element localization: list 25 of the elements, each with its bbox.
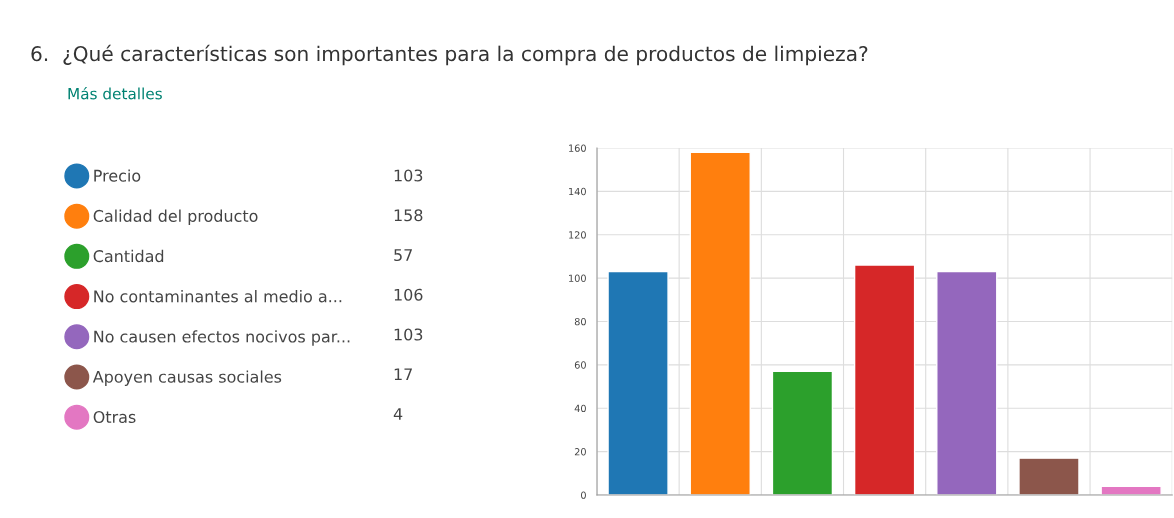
legend-label: Otras (93, 410, 136, 424)
y-tick-label: 160 (569, 144, 586, 152)
y-tick-label: 0 (581, 491, 586, 499)
legend-label: Calidad del producto (93, 209, 258, 226)
y-tick-label: 100 (569, 274, 586, 282)
legend-label: Apoyen causas sociales (92, 370, 282, 386)
y-tick-label: 120 (569, 231, 586, 239)
text: 106 (394, 288, 423, 301)
text: 17 (394, 368, 412, 381)
text: 158 (394, 209, 423, 222)
y-tick-label: 20 (574, 448, 586, 456)
y-tick-label: 140 (569, 187, 586, 196)
text: 57 (394, 249, 412, 262)
text: 103 (394, 169, 423, 182)
text: 103 (394, 328, 423, 341)
legend-label: Precio (94, 169, 141, 182)
chart-title: 6. ¿Qué características son importantes para la compra de productos de limpieza? (31, 44, 868, 66)
text: 4 (393, 408, 403, 420)
legend-label: No contaminantes al medio a... (94, 290, 342, 303)
legend-label: No causen efectos nocivos par... (94, 330, 350, 346)
y-tick-label: 80 (574, 317, 586, 326)
legend-label: Cantidad (93, 249, 164, 263)
y-tick-label: 40 (574, 404, 586, 413)
text: Más detalles (68, 87, 162, 100)
y-tick-label: 60 (574, 361, 586, 369)
